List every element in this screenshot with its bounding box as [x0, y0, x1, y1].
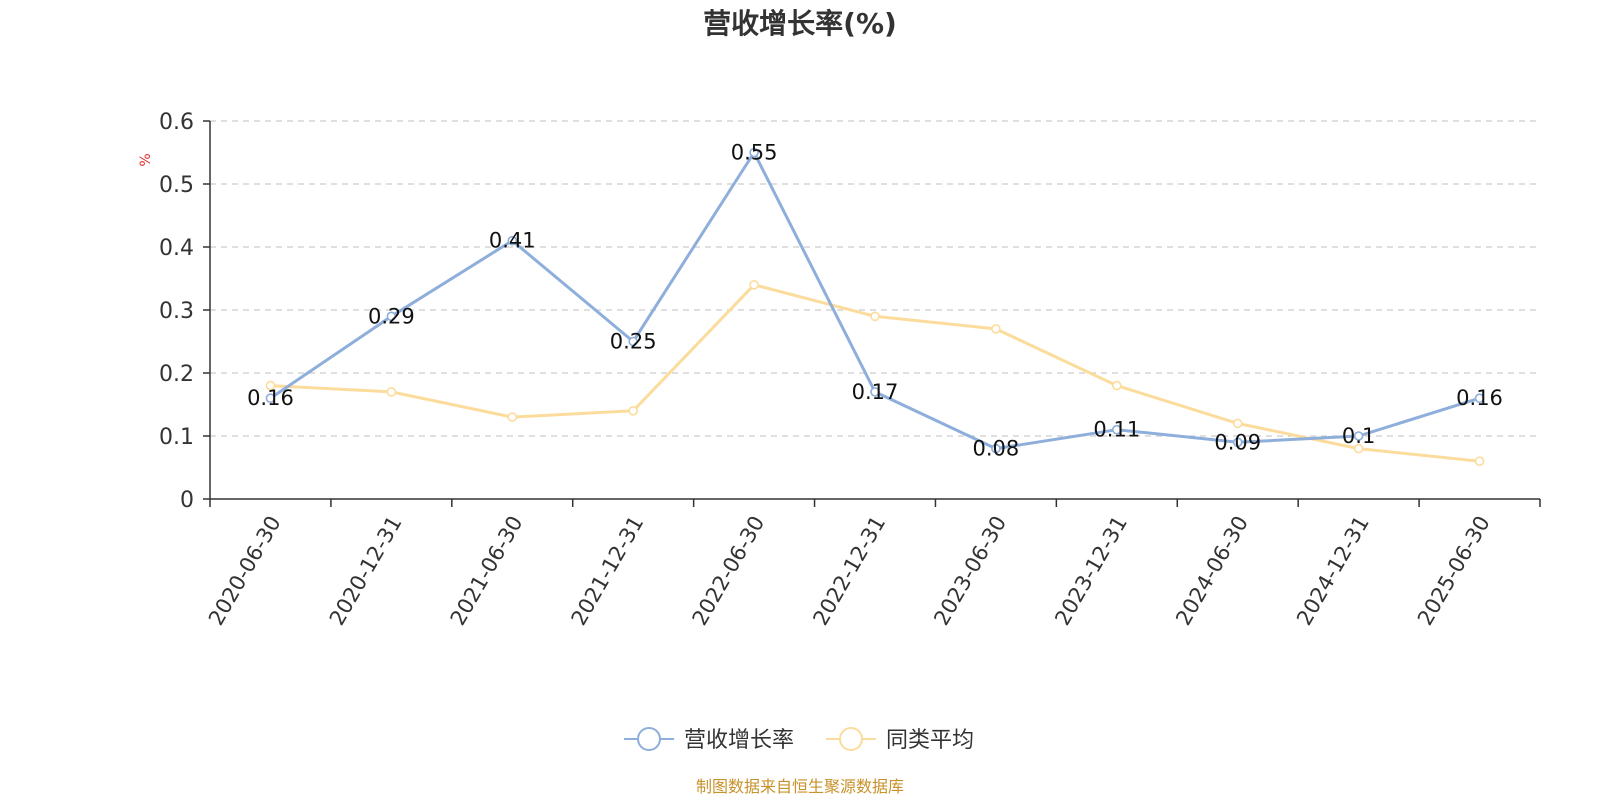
data-point — [991, 443, 1001, 454]
y-tick-label: 0.2 — [159, 362, 194, 387]
data-label: 0.16 — [1456, 386, 1503, 410]
x-tick-label: 2023-12-31 — [1050, 512, 1132, 630]
x-tick-label: 2022-12-31 — [808, 512, 890, 630]
data-point — [628, 336, 638, 347]
data-point — [265, 380, 276, 391]
data-point — [507, 412, 518, 422]
data-point — [386, 387, 397, 397]
data-label: 0.55 — [731, 141, 778, 165]
data-point — [1232, 418, 1243, 429]
data-point — [749, 147, 759, 158]
x-axis-ticks: 2020-06-30 2020-12-31 2021-06-30 2021-12-31… — [204, 499, 1541, 630]
data-labels: 0.16 0.29 0.41 0.25 0.55 0.17 0.08 0.11 0.09 0.1 0… — [247, 141, 1503, 461]
y-tick-label: 0.4 — [159, 236, 194, 261]
data-point — [1232, 437, 1243, 448]
x-tick-label: 2025-06-30 — [1413, 512, 1495, 630]
data-label: 0.17 — [852, 380, 899, 404]
y-axis-ticks: 0 0.1 0.2 0.3 0.4 0.5 0.6 — [159, 110, 210, 513]
gridlines — [210, 120, 1540, 437]
y-tick-label: 0 — [180, 488, 194, 513]
y-axis-unit: % — [138, 153, 154, 166]
data-point — [1112, 380, 1122, 391]
x-tick-label: 2024-12-31 — [1292, 512, 1374, 630]
data-label: 0.09 — [1214, 430, 1261, 454]
data-label: 0.11 — [1093, 418, 1140, 442]
data-point — [386, 311, 397, 322]
data-point — [507, 235, 518, 246]
legend-label: 同类平均 — [886, 728, 974, 753]
y-tick-label: 0.3 — [159, 299, 194, 324]
data-point — [1474, 393, 1485, 404]
legend-marker — [839, 727, 863, 751]
legend[interactable]: 营收增长率 同类平均 — [624, 727, 974, 753]
x-tick-label: 2020-06-30 — [204, 512, 286, 630]
data-point — [1353, 443, 1364, 454]
y-tick-label: 0.1 — [159, 425, 194, 450]
data-point — [628, 405, 638, 416]
data-point — [1112, 424, 1122, 435]
y-tick-label: 0.5 — [159, 173, 194, 198]
data-point — [1353, 431, 1364, 441]
data-label: 0.16 — [247, 386, 294, 410]
x-tick-label: 2021-12-31 — [567, 512, 649, 630]
x-tick-label: 2020-12-31 — [325, 512, 407, 630]
source-note: 制图数据来自恒生聚源数据库 — [696, 777, 904, 796]
data-label: 0.25 — [610, 330, 657, 354]
data-point — [265, 393, 276, 404]
x-tick-label: 2021-06-30 — [446, 512, 528, 630]
data-point — [1474, 456, 1485, 467]
data-point — [870, 387, 880, 397]
series-layer — [265, 147, 1485, 467]
data-point — [870, 311, 880, 322]
x-tick-label: 2022-06-30 — [688, 512, 770, 630]
x-tick-label: 2024-06-30 — [1171, 512, 1253, 630]
data-label: 0.1 — [1342, 424, 1375, 448]
chart-title: 营收增长率(%) — [703, 7, 897, 40]
data-label: 0.41 — [489, 229, 536, 253]
legend-marker — [637, 727, 661, 751]
y-tick-label: 0.6 — [159, 110, 194, 135]
x-tick-label: 2023-06-30 — [929, 512, 1011, 630]
data-label: 0.08 — [973, 437, 1020, 461]
data-label: 0.29 — [368, 304, 415, 328]
data-point — [991, 324, 1001, 334]
data-point — [749, 279, 759, 290]
legend-label: 营收增长率 — [684, 728, 794, 753]
